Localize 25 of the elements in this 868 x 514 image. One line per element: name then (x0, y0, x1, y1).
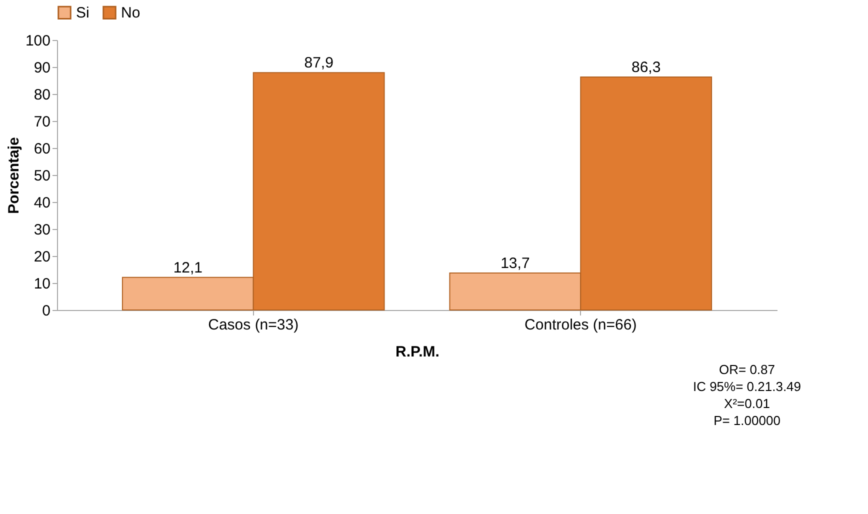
text: IC 95%= 0.21.3.49 (692, 379, 802, 394)
y-tick-label: 100 (25, 32, 50, 50)
data-label: 87,9 (304, 54, 334, 72)
legend-label: No (121, 4, 140, 22)
text: P= 1.00000 (714, 413, 780, 428)
y-tick-label: 90 (34, 60, 50, 76)
y-axis-title: Porcentaje (5, 137, 22, 214)
x-tick-label: Controles (n=66) (524, 316, 637, 334)
y-tick-label: 40 (34, 194, 50, 212)
y-tick-label: 10 (34, 276, 50, 292)
y-tick-label: 20 (34, 248, 50, 266)
y-tick-label: 70 (34, 114, 50, 130)
y-tick-label: 50 (34, 168, 50, 184)
text: X²=0.01 (724, 396, 770, 411)
data-label: 86,3 (631, 58, 661, 76)
legend-label: Si (76, 4, 90, 22)
data-label: 13,7 (500, 255, 530, 272)
data-label: 12,1 (173, 259, 203, 276)
y-tick-label: 0 (42, 302, 50, 320)
y-tick-label: 60 (34, 140, 50, 158)
x-tick-label: Casos (n=33) (208, 316, 299, 334)
text: OR= 0.87 (718, 362, 776, 377)
y-tick-label: 80 (34, 86, 50, 104)
x-axis-title: R.P.M. (396, 344, 440, 360)
y-tick-label: 30 (34, 222, 50, 238)
